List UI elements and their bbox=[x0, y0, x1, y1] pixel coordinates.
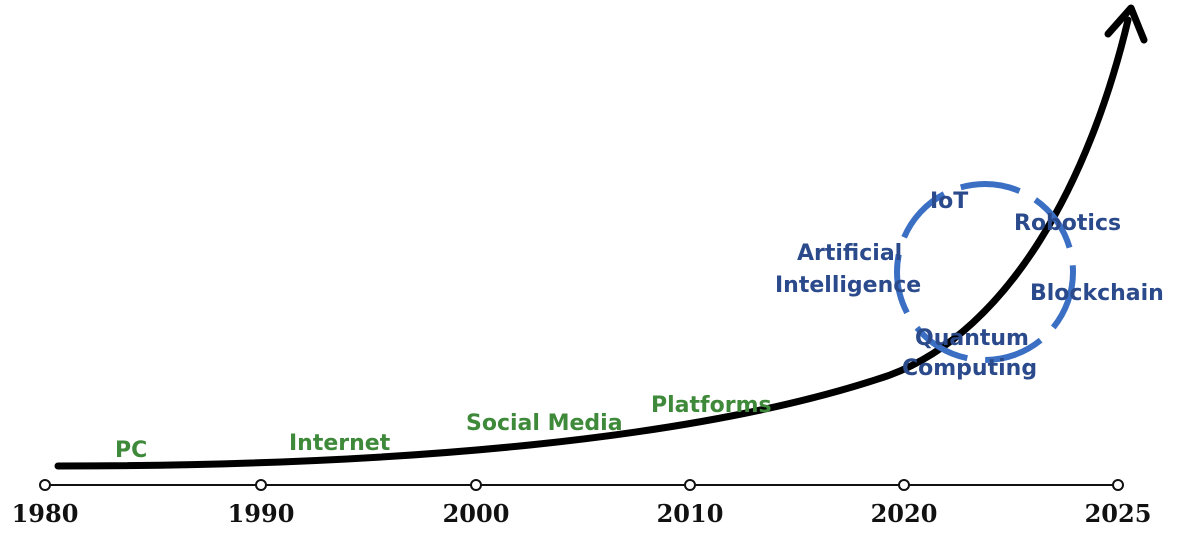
year-label-1990: 1990 bbox=[228, 499, 295, 528]
year-label-2000: 2000 bbox=[443, 499, 510, 528]
year-label-1980: 1980 bbox=[12, 499, 79, 528]
tech-label-blockchain: Blockchain bbox=[1030, 281, 1164, 306]
tick-1990 bbox=[255, 479, 267, 491]
tech-label-quantum-line2: Computing bbox=[902, 356, 1037, 381]
era-label-social-media: Social Media bbox=[466, 411, 623, 436]
tech-label-quantum-line1: Quantum bbox=[915, 326, 1029, 351]
emerging-tech-circle bbox=[894, 181, 1076, 363]
era-label-pc: PC bbox=[115, 438, 147, 463]
tech-label-robotics: Robotics bbox=[1014, 211, 1121, 236]
tick-2010 bbox=[684, 479, 696, 491]
era-label-platforms: Platforms bbox=[651, 393, 772, 418]
year-label-2025: 2025 bbox=[1085, 499, 1152, 528]
year-label-2020: 2020 bbox=[871, 499, 938, 528]
growth-curve bbox=[54, 16, 1132, 470]
arrow-head-icon bbox=[1104, 4, 1148, 44]
tech-label-ai-line2: Intelligence bbox=[775, 273, 921, 298]
era-label-internet: Internet bbox=[289, 431, 391, 456]
tick-1980 bbox=[39, 479, 51, 491]
tick-2020 bbox=[898, 479, 910, 491]
tech-label-iot: IoT bbox=[930, 189, 968, 214]
tick-2025 bbox=[1112, 479, 1124, 491]
year-label-2010: 2010 bbox=[657, 499, 724, 528]
tech-label-ai-line1: Artificial bbox=[797, 241, 902, 266]
tick-2000 bbox=[470, 479, 482, 491]
